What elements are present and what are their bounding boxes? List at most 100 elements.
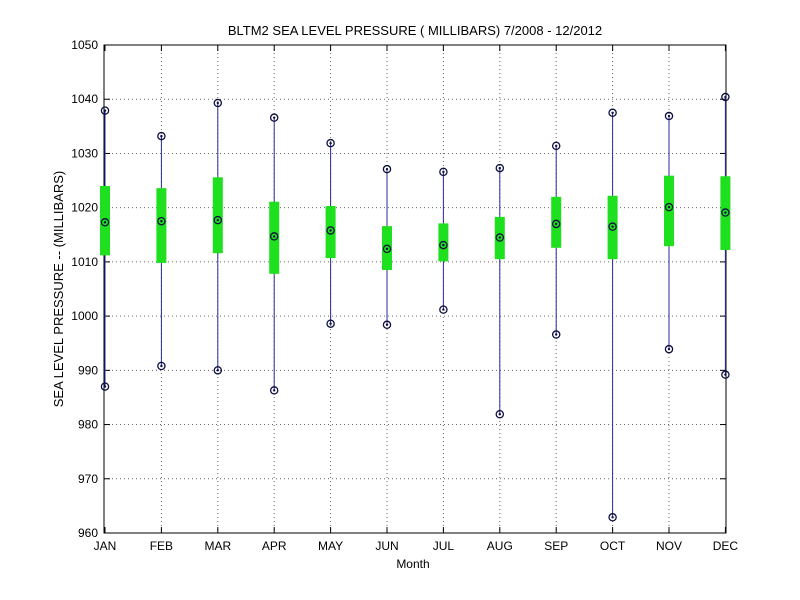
max-marker-dot [724, 95, 727, 99]
month-box-nov [664, 111, 674, 354]
min-marker [721, 370, 730, 379]
max-marker [213, 98, 223, 108]
month-box-jul [438, 167, 449, 314]
month-box-jan [100, 106, 110, 391]
max-marker [664, 111, 674, 121]
month-box-oct [607, 108, 618, 522]
mean-marker [382, 244, 392, 254]
mean-marker-dot [611, 225, 614, 228]
mean-marker [608, 222, 617, 231]
max-marker-dot [273, 116, 276, 119]
mean-marker-dot [667, 205, 671, 209]
month-box-dec [720, 92, 731, 379]
max-marker-dot [611, 111, 614, 114]
min-marker-dot [611, 516, 614, 519]
x-tick-label: SEP [544, 539, 568, 553]
mean-marker-dot [724, 211, 727, 214]
mean-marker-dot [329, 229, 332, 232]
mean-marker-dot [385, 247, 389, 251]
iqr-box [212, 177, 223, 254]
x-tick-label: DEC [713, 539, 739, 553]
mean-marker [721, 208, 730, 217]
min-marker [213, 366, 223, 375]
max-marker [382, 164, 392, 174]
min-marker-dot [498, 413, 501, 416]
month-box-feb [156, 131, 167, 371]
min-marker-dot [216, 369, 219, 372]
mean-marker-dot [103, 221, 107, 224]
y-tick-label: 980 [78, 418, 98, 432]
mean-marker [439, 240, 448, 250]
min-marker [382, 320, 392, 330]
month-box-may [325, 138, 336, 328]
iqr-box [156, 188, 167, 263]
x-tick-label: AUG [487, 539, 513, 553]
min-marker-dot [667, 347, 671, 351]
x-tick-label: FEB [150, 539, 173, 553]
x-tick-label: APR [262, 539, 287, 553]
min-marker-dot [442, 308, 445, 311]
iqr-box [100, 185, 110, 256]
y-tick-label: 1020 [71, 201, 98, 215]
min-marker-dot [555, 333, 558, 336]
mean-marker-dot [555, 222, 558, 226]
box-series [100, 92, 731, 522]
max-marker [608, 108, 617, 118]
max-marker-dot [385, 167, 389, 171]
x-axis-ticks: JAN FEB MAR APR MAY JUN JUL AUG SEP OCT NOV DEC [94, 45, 739, 553]
min-marker-dot [273, 389, 276, 392]
plot-area-frame [103, 44, 727, 534]
iqr-box [551, 196, 562, 248]
y-axis-ticks: 960 970 980 990 1000 1010 1020 1030 1040 1050 [71, 38, 726, 540]
mean-marker [495, 233, 505, 242]
mean-marker [326, 226, 335, 235]
mean-marker [664, 202, 674, 212]
max-marker-dot [498, 166, 501, 170]
max-marker [551, 141, 561, 151]
x-axis-label: Month [396, 557, 429, 571]
mean-marker [551, 219, 561, 229]
max-marker-dot [442, 170, 445, 174]
max-marker [100, 106, 110, 115]
y-tick-label: 1000 [71, 309, 98, 323]
x-tick-label: JUN [375, 539, 398, 553]
y-tick-label: 1010 [71, 255, 98, 269]
month-box-jun [382, 164, 392, 330]
mean-marker [100, 218, 110, 227]
max-marker [157, 131, 166, 141]
max-marker-dot [103, 109, 107, 112]
mean-marker-dot [442, 243, 445, 247]
max-marker [269, 113, 279, 122]
min-marker [551, 330, 561, 339]
max-marker-dot [555, 144, 558, 148]
min-marker-dot [160, 364, 163, 368]
mean-marker [213, 215, 223, 225]
month-box-mar [212, 98, 223, 375]
iqr-box [438, 223, 449, 262]
y-tick-label: 1030 [71, 146, 98, 160]
min-marker-dot [329, 322, 332, 325]
y-tick-label: 970 [78, 472, 98, 486]
min-marker-dot [103, 385, 107, 388]
month-box-apr [269, 113, 280, 395]
mean-marker [157, 216, 166, 226]
min-marker [157, 361, 166, 371]
mean-marker-dot [498, 236, 501, 239]
x-tick-label: MAR [204, 539, 231, 553]
x-tick-label: OCT [600, 539, 626, 553]
min-marker [269, 386, 279, 395]
max-marker-dot [667, 114, 671, 118]
x-tick-label: JAN [94, 539, 117, 553]
mean-marker-dot [273, 235, 276, 238]
min-marker-dot [724, 373, 727, 376]
max-marker [439, 167, 448, 177]
min-marker [608, 513, 617, 522]
min-marker [100, 382, 110, 391]
y-tick-label: 1050 [71, 38, 98, 52]
y-axis-label: SEA LEVEL PRESSURE -- (MILLIBARS) [51, 171, 66, 407]
month-box-sep [551, 141, 562, 339]
min-marker [326, 319, 335, 328]
max-marker-dot [160, 134, 163, 138]
y-tick-label: 990 [78, 363, 98, 377]
iqr-box [269, 201, 280, 274]
